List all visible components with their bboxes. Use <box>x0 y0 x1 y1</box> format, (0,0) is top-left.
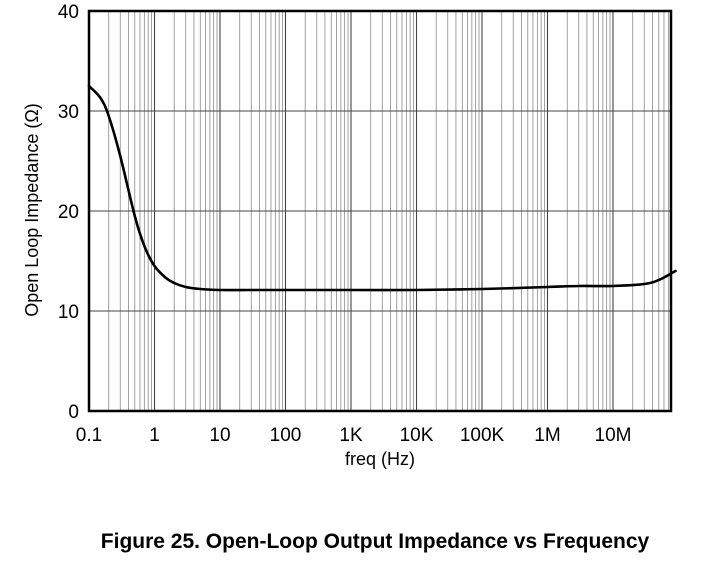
x-tick-label: 10M <box>595 425 632 446</box>
x-tick-label: 100 <box>270 425 302 446</box>
x-tick-label: 100K <box>460 425 505 446</box>
y-tick-label: 40 <box>58 2 79 23</box>
x-tick-label: 1 <box>149 425 160 446</box>
y-tick-label: 10 <box>58 302 79 323</box>
x-axis-label: freq (Hz) <box>345 449 415 469</box>
x-tick-label: 10K <box>400 425 434 446</box>
impedance-curve <box>87 84 677 292</box>
x-tick-labels: 0.1 1 10 100 1K 10K 100K 1M 10M <box>76 425 632 446</box>
y-tick-label: 20 <box>58 202 79 223</box>
x-tick-label: 1K <box>339 425 363 446</box>
y-tick-label: 30 <box>58 102 79 123</box>
x-tick-label: 0.1 <box>76 425 102 446</box>
y-tick-labels: 0 10 20 30 40 <box>58 2 79 423</box>
x-tick-label: 1M <box>534 425 560 446</box>
y-tick-label: 0 <box>68 402 79 423</box>
series-layer <box>87 84 677 292</box>
y-axis-label: Open Loop Impedance (Ω) <box>22 103 42 317</box>
grid-lines <box>89 11 671 411</box>
plot-frame <box>87 9 673 413</box>
x-tick-label: 10 <box>209 425 230 446</box>
figure-caption: Figure 25. Open-Loop Output Impedance vs… <box>100 530 650 553</box>
